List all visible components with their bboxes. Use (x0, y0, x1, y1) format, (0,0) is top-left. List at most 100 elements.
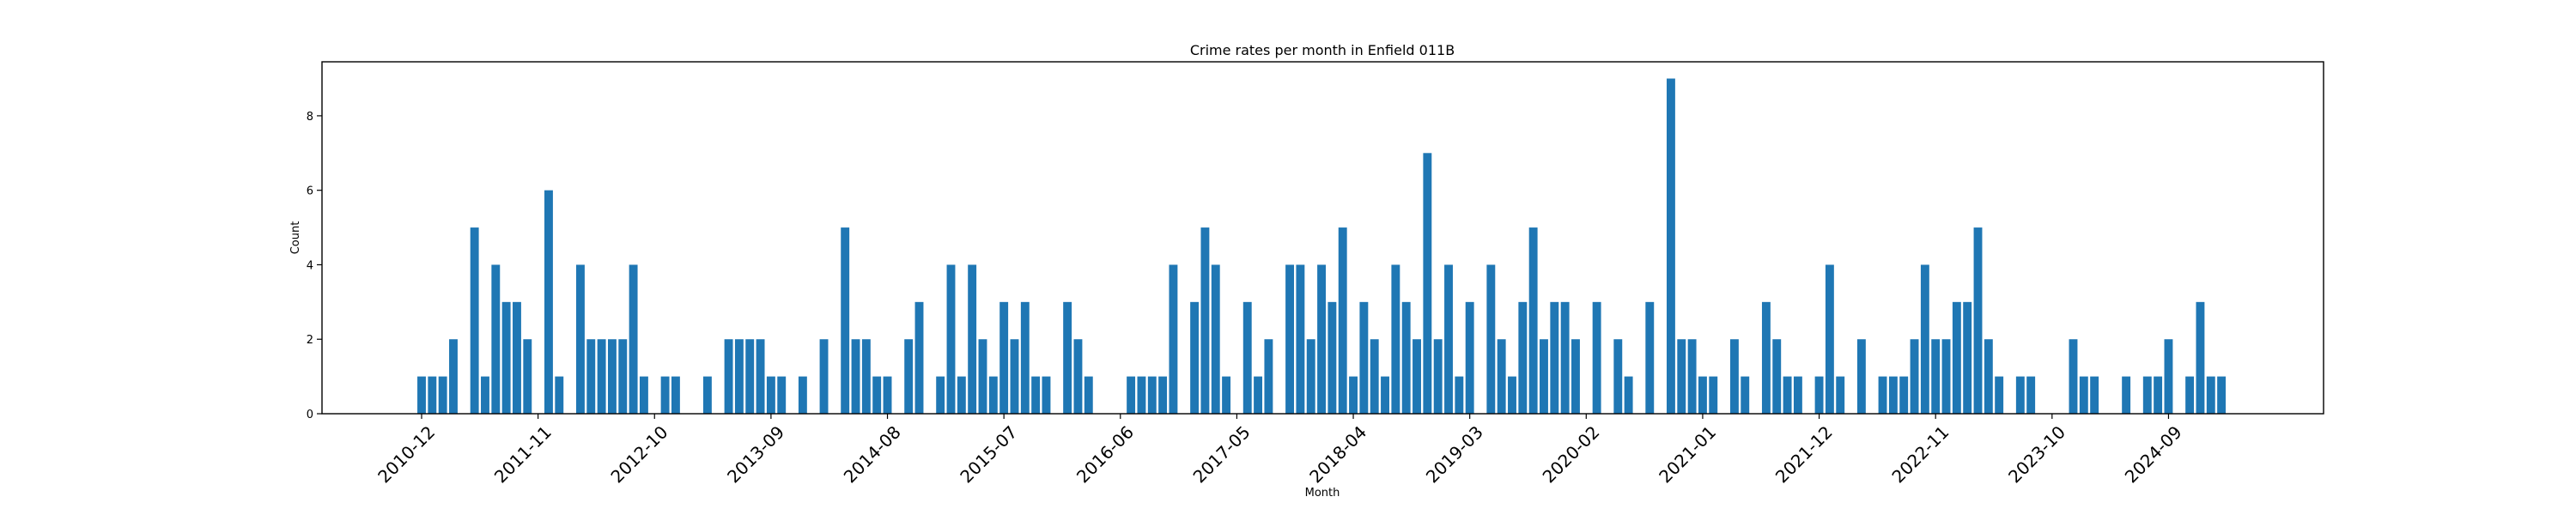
bar-2016-10 (1158, 376, 1168, 414)
bar-2022-09 (1910, 339, 1919, 414)
bar-2022-06 (1878, 376, 1887, 414)
bar-2024-05 (2122, 376, 2131, 414)
bar-2022-12 (1941, 339, 1951, 414)
bar-2022-02 (1836, 376, 1845, 414)
bar-2020-12 (1687, 339, 1697, 414)
bar-2015-07 (999, 301, 1009, 414)
bar-2020-06 (1624, 376, 1633, 414)
bar-2018-02 (1327, 301, 1337, 414)
bar-2018-05 (1359, 301, 1369, 414)
bar-2021-07 (1761, 301, 1771, 414)
y-axis: 0 2 4 6 8 (307, 111, 322, 421)
bar-2015-06 (988, 376, 998, 414)
bar-2024-11 (2185, 376, 2195, 414)
bar-2012-01 (555, 376, 564, 414)
bar-2017-10 (1285, 264, 1295, 414)
bar-2019-11 (1550, 301, 1559, 414)
bar-2019-08 (1518, 301, 1528, 414)
bar-2015-01 (936, 376, 945, 414)
bar-2014-02 (819, 339, 829, 414)
y-tick-label: 8 (307, 111, 313, 124)
bar-2015-05 (978, 339, 987, 414)
bar-2016-02 (1073, 339, 1083, 414)
bar-2025-02 (2217, 376, 2227, 414)
bar-2012-05 (597, 339, 606, 414)
y-tick-label: 4 (307, 259, 313, 272)
bar-2022-08 (1899, 376, 1909, 414)
bar-2021-12 (1814, 376, 1824, 414)
bar-2011-06 (481, 376, 489, 414)
bar-2021-01 (1698, 376, 1707, 414)
bar-2017-11 (1296, 264, 1305, 414)
bar-2025-01 (2206, 376, 2215, 414)
bar-2012-04 (586, 339, 596, 414)
bar-2011-10 (523, 339, 532, 414)
bar-2014-08 (883, 376, 892, 414)
bar-2011-12 (544, 190, 553, 414)
bar-2017-04 (1222, 376, 1231, 414)
bar-2020-03 (1592, 301, 1601, 414)
bar-2014-11 (914, 301, 924, 414)
bar-2021-10 (1793, 376, 1802, 414)
bar-2015-04 (968, 264, 977, 414)
bar-2014-07 (872, 376, 882, 414)
bar-2013-03 (702, 376, 712, 414)
bar-2017-01 (1190, 301, 1200, 414)
bar-2018-11 (1423, 153, 1432, 415)
bar-2017-12 (1306, 339, 1315, 414)
bar-2023-07 (2015, 376, 2025, 414)
bar-2021-09 (1783, 376, 1792, 414)
bar-2020-10 (1666, 78, 1675, 415)
bar-2017-03 (1211, 264, 1220, 414)
bar-2023-08 (2026, 376, 2036, 414)
bar-2018-10 (1413, 339, 1421, 414)
bar-2020-11 (1677, 339, 1686, 414)
bar-2018-12 (1433, 339, 1443, 414)
bar-2015-09 (1020, 301, 1030, 414)
bar-2023-02 (1963, 301, 1972, 414)
bar-2011-08 (501, 301, 511, 414)
bar-2012-06 (607, 339, 617, 414)
bar-2021-05 (1741, 376, 1750, 414)
bar-2023-04 (1984, 339, 1993, 414)
bar-2012-03 (576, 264, 585, 414)
bar-2023-01 (1952, 301, 1961, 414)
bar-2016-07 (1127, 376, 1136, 414)
bar-2014-05 (851, 339, 860, 414)
bar-2018-09 (1401, 301, 1411, 414)
bar-2020-01 (1571, 339, 1580, 414)
bar-2019-07 (1508, 376, 1516, 414)
bar-2024-02 (2090, 376, 2099, 414)
bar-2015-02 (946, 264, 956, 414)
bar-2016-11 (1169, 264, 1178, 414)
bar-2019-12 (1560, 301, 1570, 414)
bar-2012-07 (618, 339, 628, 414)
bar-2019-02 (1455, 376, 1464, 414)
x-axis-label: Month (1305, 487, 1340, 500)
y-tick-label: 6 (307, 185, 313, 198)
bar-2011-03 (449, 339, 458, 414)
bar-2014-06 (861, 339, 871, 414)
bar-2014-10 (904, 339, 914, 414)
bar-2018-08 (1391, 264, 1400, 414)
bar-2022-04 (1856, 339, 1866, 414)
bar-2022-07 (1888, 376, 1898, 414)
bar-2012-09 (639, 376, 648, 414)
bar-2018-03 (1338, 227, 1347, 414)
bar-2012-08 (629, 264, 638, 414)
chart-title: Crime rates per month in Enfield 011B (1190, 42, 1455, 58)
bar-2011-09 (513, 301, 521, 414)
bar-2017-02 (1200, 227, 1210, 414)
bar-2017-08 (1264, 339, 1273, 414)
bar-2019-05 (1486, 264, 1496, 414)
bar-2023-12 (2069, 339, 2078, 414)
bar-2017-07 (1254, 376, 1263, 414)
bar-2011-02 (438, 376, 447, 414)
bar-2015-10 (1031, 376, 1041, 414)
bar-2024-01 (2079, 376, 2088, 414)
bar-2020-08 (1645, 301, 1655, 414)
bar-2022-01 (1825, 264, 1834, 414)
bar-2024-08 (2154, 376, 2163, 414)
bar-2011-07 (491, 264, 501, 414)
